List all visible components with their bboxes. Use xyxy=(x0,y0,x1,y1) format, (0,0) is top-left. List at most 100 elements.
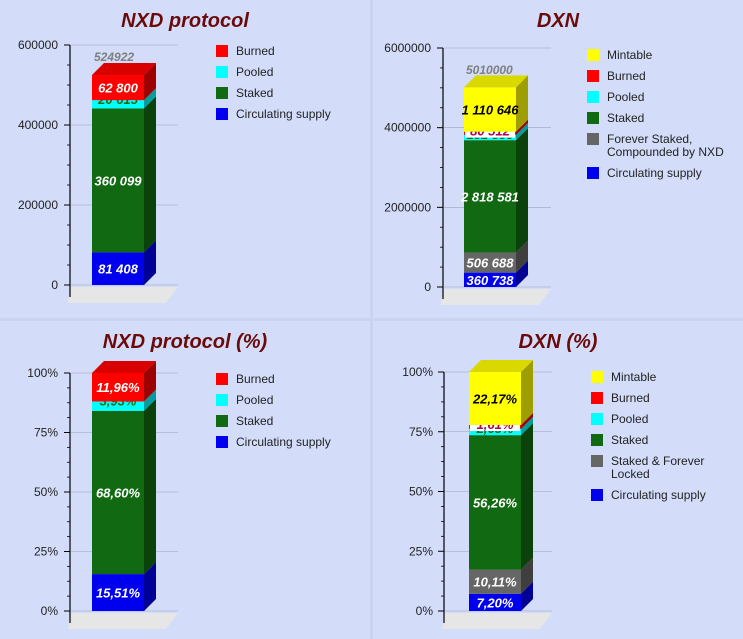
bar-front xyxy=(469,593,521,611)
total-label: 5010000 xyxy=(466,63,513,77)
chart-svg: 0 2000000 4000000 6000000 360 738 506 688 2 81… xyxy=(384,41,551,305)
legend-item: Circulating supply xyxy=(216,436,331,449)
bar-front xyxy=(92,108,144,253)
legend-swatch xyxy=(216,394,228,406)
y-tick-label: 75% xyxy=(34,426,58,440)
data-label: 56,26% xyxy=(473,495,518,510)
y-tick-label: 75% xyxy=(409,425,433,439)
legend-swatch xyxy=(216,87,228,99)
data-label: 360 099 xyxy=(95,173,143,188)
bar-top xyxy=(464,75,528,88)
bar-segment-staked-forever-locked: 10,11% xyxy=(469,557,533,594)
bar-segment-burned: 62 800 xyxy=(92,63,156,101)
bar-side xyxy=(521,557,533,594)
legend-item: Pooled xyxy=(587,91,724,104)
legend-label: Staked xyxy=(611,433,649,447)
chart-svg: 0%25%50%75%100%7,20%10,11%56,26%2,65%1,6… xyxy=(402,360,552,629)
bar-segment-circulating-supply: 15,51% xyxy=(92,562,156,611)
y-tick-label: 50% xyxy=(409,485,433,499)
y-tick-label: 4000000 xyxy=(384,121,431,135)
bar-side xyxy=(521,416,533,436)
legend-item: Circulating supply xyxy=(216,108,331,121)
bar-side xyxy=(521,412,533,429)
bar-segment-circulating-supply: 81 408 xyxy=(92,240,156,285)
chart-title: DXN xyxy=(536,10,580,32)
legend-label: Staked xyxy=(236,86,274,100)
bar-top xyxy=(92,361,156,373)
legend-swatch xyxy=(587,133,599,145)
data-label: 68,60% xyxy=(96,485,141,500)
bar-front xyxy=(464,272,516,287)
bar-side xyxy=(144,240,156,285)
bar-side xyxy=(521,581,533,611)
bar-segment-staked: 56,26% xyxy=(469,423,533,570)
y-tick-label: 0 xyxy=(424,280,431,294)
bar-side xyxy=(144,389,156,411)
chart-floor xyxy=(68,287,178,303)
bar-side xyxy=(521,360,533,425)
y-tick-label: 2000000 xyxy=(384,200,431,214)
legend-item: Burned xyxy=(216,45,331,58)
bar-front xyxy=(469,428,521,436)
legend-item: Circulating supply xyxy=(587,167,724,180)
bar-front xyxy=(92,252,144,285)
legend-swatch xyxy=(591,392,603,404)
data-label: 10,11% xyxy=(473,575,517,590)
legend-label: Staked xyxy=(236,414,274,428)
legend-label: Mintable xyxy=(611,370,657,384)
legend-item: Pooled xyxy=(591,413,706,426)
legend-label: Circulating supply xyxy=(236,435,331,449)
chart-panel-nxd-protocol-percent: NXD protocol (%) 0% 25% 50% 75% 100% 15,51% 68… xyxy=(0,321,370,639)
legend-item: Circulating supply xyxy=(591,489,706,502)
legend-swatch xyxy=(587,167,599,179)
bar-side xyxy=(144,562,156,611)
legend-swatch xyxy=(591,434,603,446)
bar-side xyxy=(521,423,533,570)
legend-item: Forever Staked, Compounded by NXD xyxy=(587,133,724,159)
chart-title: DXN (%) xyxy=(518,331,598,353)
bar-side xyxy=(144,96,156,253)
legend-label: Forever Staked, Compounded by NXD xyxy=(607,132,724,159)
data-label: 81 408 xyxy=(98,262,139,277)
legend-swatch xyxy=(591,489,603,501)
bar-side xyxy=(516,119,528,135)
data-label: 1 110 646 xyxy=(462,103,520,118)
legend-item: Mintable xyxy=(591,371,706,384)
legend-item: Staked xyxy=(216,415,331,428)
bar-top xyxy=(92,63,156,76)
bar-segment-staked: 2 818 581 xyxy=(460,128,528,253)
chart-legend: Mintable Burned Pooled Staked Forever Staked… xyxy=(587,49,724,188)
bar-segment-mintable: 22,17% xyxy=(469,360,533,425)
chart-legend: Burned Pooled Staked Circulating supply xyxy=(216,373,331,457)
bar-side xyxy=(516,128,528,253)
data-label: 11,96% xyxy=(96,380,140,395)
bar-segment-burned: 11,96% xyxy=(92,361,156,402)
legend-label: Circulating supply xyxy=(611,488,706,502)
data-label: 506 688 xyxy=(467,256,515,271)
legend-label: Pooled xyxy=(611,412,649,426)
legend-swatch xyxy=(591,413,603,425)
legend-item: Staked xyxy=(216,87,331,100)
legend-label: Burned xyxy=(611,391,650,405)
bar-side xyxy=(516,260,528,287)
legend-item: Burned xyxy=(216,373,331,386)
bar-front xyxy=(469,435,521,570)
legend-label: Pooled xyxy=(607,90,645,104)
y-tick-label: 25% xyxy=(409,544,433,558)
legend-label: Pooled xyxy=(236,393,274,407)
y-tick-label: 100% xyxy=(27,366,58,380)
legend-swatch xyxy=(216,436,228,448)
legend-label: Burned xyxy=(236,372,275,386)
legend-label: Burned xyxy=(607,69,646,83)
legend-swatch xyxy=(587,112,599,124)
bar-segment-staked: 68,60% xyxy=(92,398,156,575)
y-tick-label: 600000 xyxy=(18,38,58,52)
legend-swatch xyxy=(587,49,599,61)
legend-swatch xyxy=(216,415,228,427)
bar-segment-circulating-supply: 7,20% xyxy=(469,581,533,611)
bar-segment-forever-staked-compounded-by-nxd: 506 688 xyxy=(464,240,528,273)
legend-swatch xyxy=(216,373,228,385)
bar-front xyxy=(464,140,516,253)
bar-side xyxy=(516,75,528,132)
legend-swatch xyxy=(216,66,228,78)
